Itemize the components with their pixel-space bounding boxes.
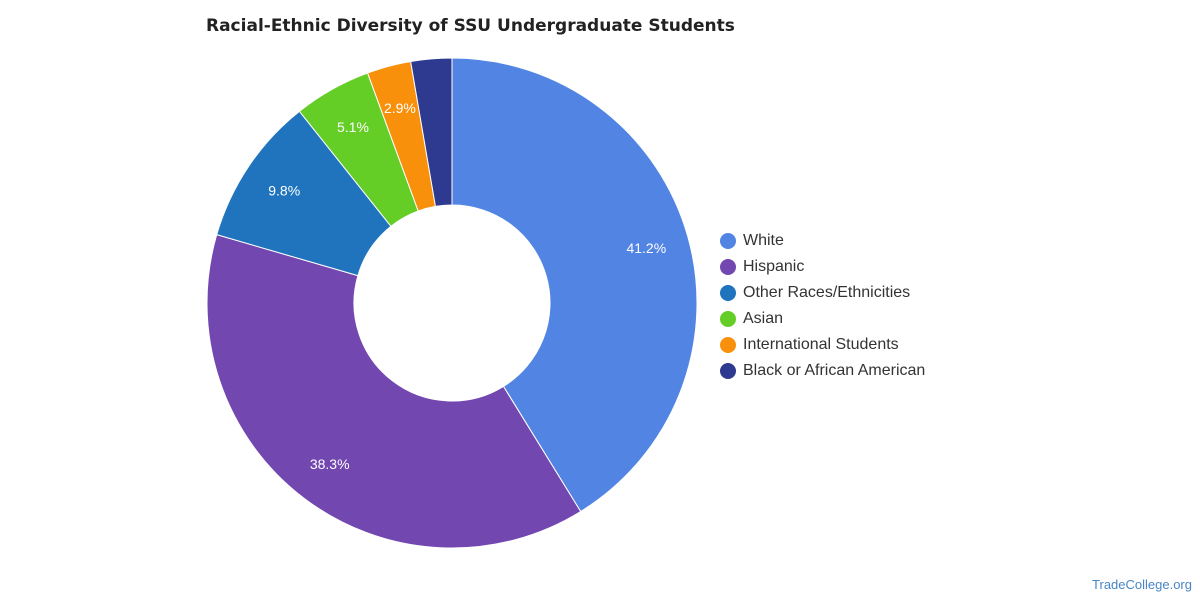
legend-item[interactable]: Hispanic [720,254,925,280]
data-label-hispanic: 38.3% [310,456,350,472]
data-label-other-races-ethnicities: 9.8% [268,183,300,199]
data-label-white: 41.2% [626,240,666,256]
legend-swatch [720,259,736,275]
legend-label: Black or African American [743,362,926,379]
watermark: TradeCollege.org [1092,577,1192,592]
chart-legend: White Hispanic Other Races/Ethnicities Asia… [720,228,925,384]
slice-white [451,57,698,513]
legend-swatch [720,311,736,327]
legend-item[interactable]: Black or African American [720,358,925,384]
legend-item[interactable]: White [720,228,925,254]
chart-title: Racial-Ethnic Diversity of SSU Undergrad… [206,16,735,36]
legend-swatch [720,363,736,379]
legend-label: White [743,232,784,249]
legend-item[interactable]: Asian [720,306,925,332]
legend-swatch [720,337,736,353]
legend-swatch [720,285,736,301]
data-label-asian: 5.1% [337,119,369,135]
legend-item[interactable]: Other Races/Ethnicities [720,280,925,306]
legend-label: Hispanic [743,258,805,275]
legend-label: Other Races/Ethnicities [743,284,911,301]
slice-hispanic [206,234,582,549]
data-label-international-students: 2.9% [384,100,416,116]
legend-item[interactable]: International Students [720,332,925,358]
legend-label: International Students [743,336,899,353]
legend-swatch [720,233,736,249]
slice-black-or-african-american [410,57,453,207]
legend-label: Asian [743,310,784,327]
